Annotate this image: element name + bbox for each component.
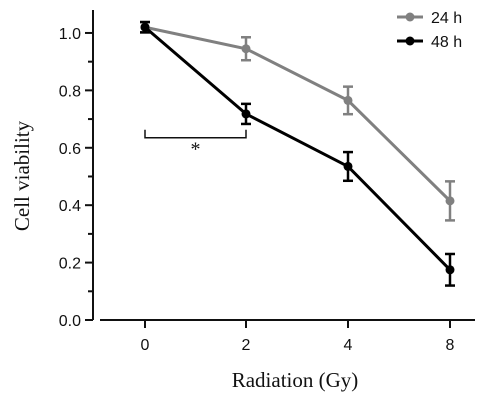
data-point — [241, 44, 251, 54]
data-point — [343, 95, 353, 105]
series-line — [144, 26, 452, 271]
x-axis-title: Radiation (Gy) — [232, 368, 359, 392]
x-tick-label: 2 — [242, 337, 251, 354]
legend-label: 24 h — [431, 10, 462, 27]
y-tick-label: 0.2 — [59, 256, 81, 273]
x-tick-label: 0 — [141, 337, 150, 354]
y-tick-label: 0.6 — [59, 141, 81, 158]
legend-marker — [405, 36, 415, 46]
x-tick-label: 4 — [344, 337, 353, 354]
data-point — [445, 265, 455, 275]
legend-marker — [405, 12, 415, 22]
significance-star: * — [191, 139, 201, 161]
data-point — [241, 109, 251, 119]
y-tick-label: 1.0 — [59, 26, 81, 43]
legend: 24 h 48 h — [397, 10, 462, 51]
significance-bracket — [144, 129, 247, 139]
y-tick-label: 0.0 — [59, 313, 81, 330]
y-tick-label: 0.8 — [59, 83, 81, 100]
series-2 — [140, 20, 455, 287]
legend-label: 48 h — [431, 34, 462, 51]
series-group — [140, 20, 455, 287]
x-tick-label: 8 — [446, 337, 455, 354]
y-tick-label: 0.4 — [59, 198, 81, 215]
axes: 0.0 0.2 0.4 0.6 0.8 1.0 0 2 4 8 — [59, 10, 475, 354]
data-point — [140, 22, 150, 32]
data-point — [343, 161, 353, 171]
data-point — [445, 196, 455, 206]
series-line — [144, 25, 452, 202]
significance-annotation: * — [144, 129, 247, 161]
y-axis-title: Cell viability — [10, 120, 34, 231]
series-1 — [140, 20, 455, 222]
